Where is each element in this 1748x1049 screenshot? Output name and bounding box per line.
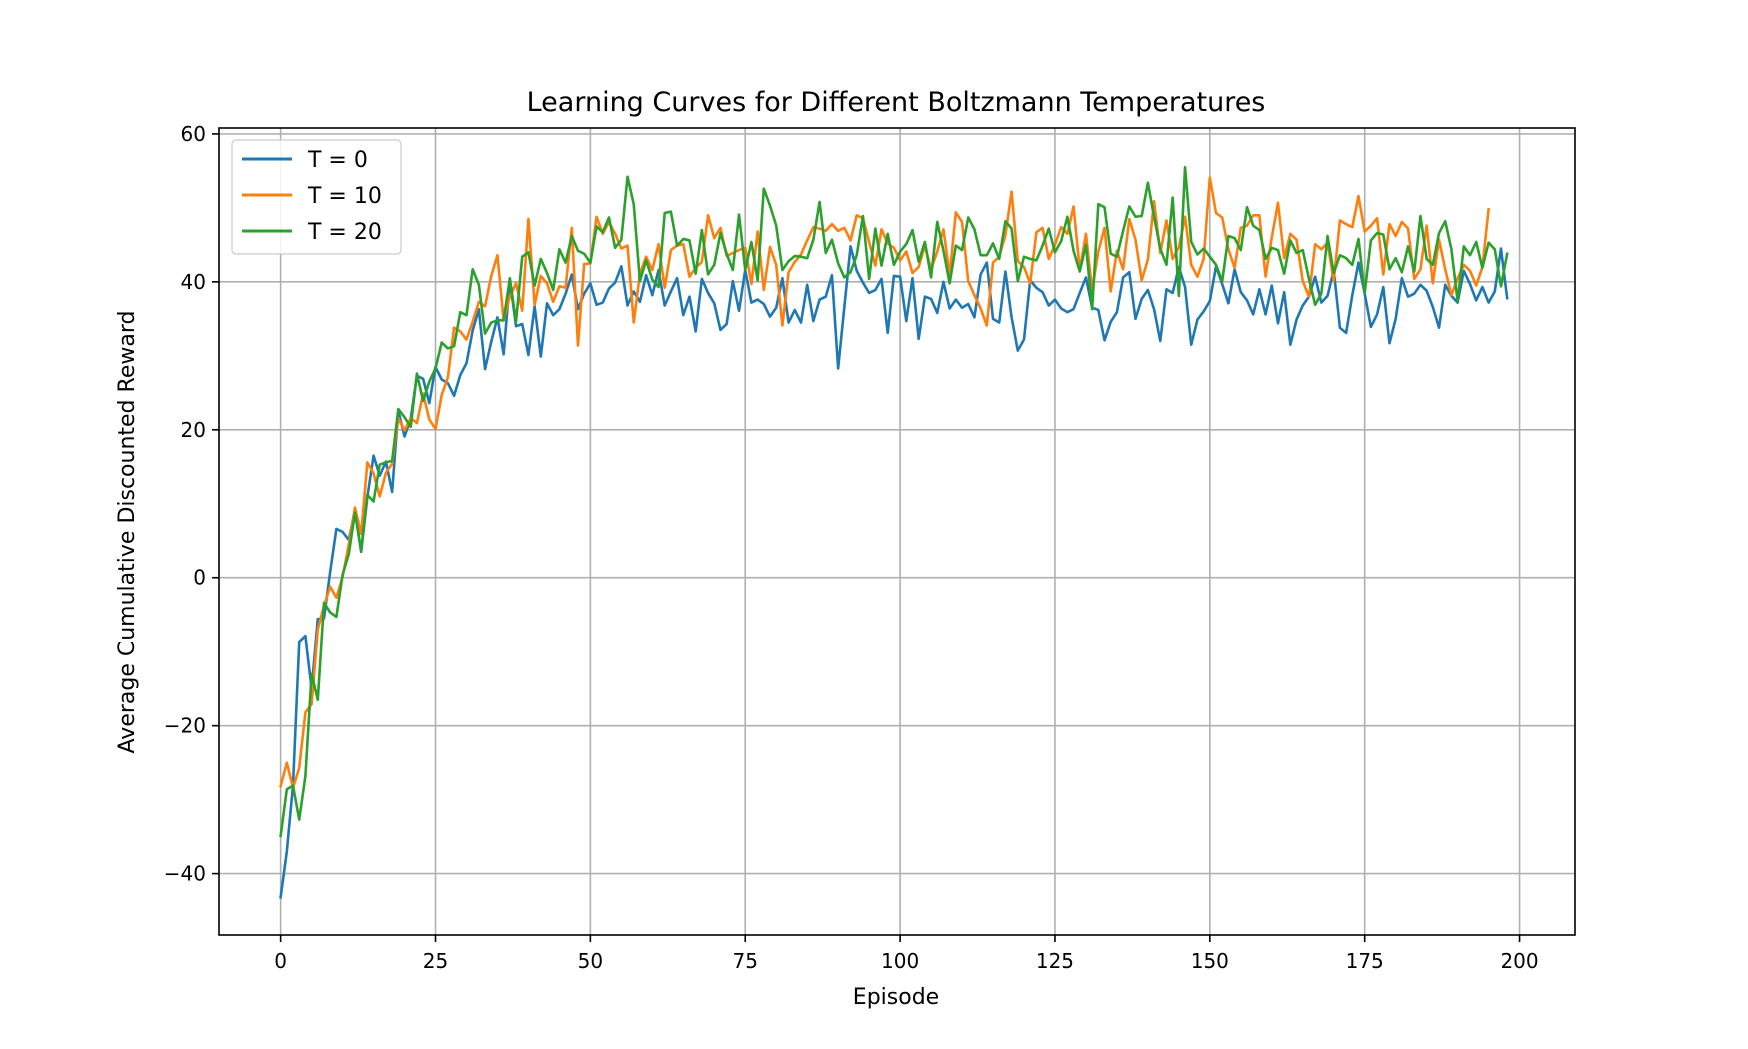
x-tick-label: 200 [1500,949,1538,973]
x-tick-label: 25 [423,949,448,973]
x-tick-label: 75 [733,949,758,973]
x-tick-label: 175 [1346,949,1384,973]
y-tick-label: 40 [181,270,206,294]
axis-ticks: 0 25 50 75 100 125 150 175 200 −40 −20 0 20 40 60 [164,122,1539,973]
legend-label-t0: T = 0 [307,148,368,173]
legend: T = 0 T = 10 T = 20 [231,139,402,255]
chart-title: Learning Curves for Different Boltzmann … [527,87,1266,118]
x-tick-label: 150 [1191,949,1229,973]
y-tick-label: 60 [181,122,206,146]
y-tick-label: 20 [181,418,206,442]
x-tick-label: 50 [578,949,603,973]
x-tick-label: 100 [881,949,919,973]
y-tick-label: 0 [193,566,206,590]
y-axis-label: Average Cumulative Discounted Reward [115,311,140,754]
x-tick-label: 0 [274,949,287,973]
y-tick-label: −40 [164,862,206,886]
legend-label-t10: T = 10 [307,184,382,209]
legend-label-t20: T = 20 [307,220,382,245]
series-line-2 [279,165,1509,838]
y-tick-label: −20 [164,714,206,738]
grid-lines [219,128,1575,935]
legend-box [231,139,402,255]
x-tick-label: 125 [1036,949,1074,973]
series-lines [279,165,1509,899]
plot-frame [218,127,1576,936]
series-line-0 [279,245,1509,899]
x-axis-label: Episode [853,985,939,1010]
